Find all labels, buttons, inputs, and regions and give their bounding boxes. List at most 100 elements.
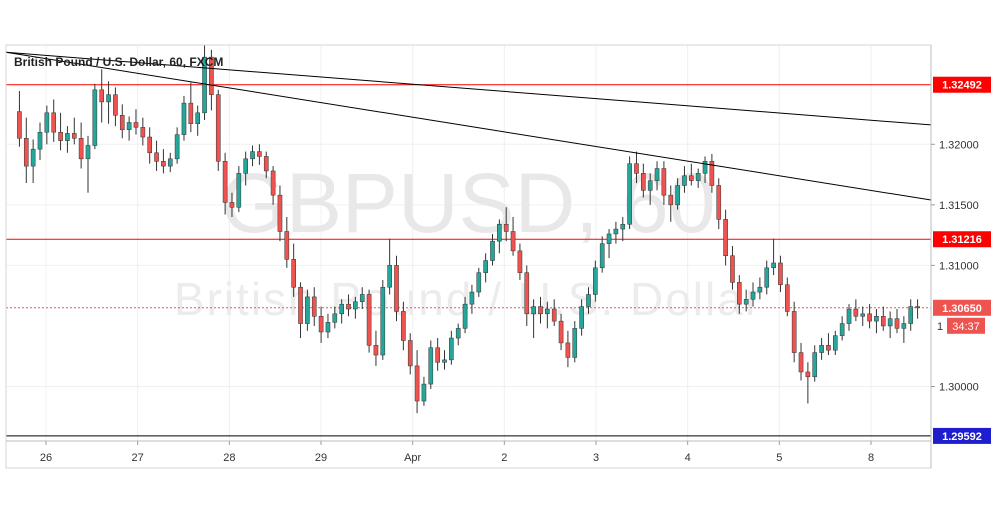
candle-body xyxy=(668,194,674,206)
candle-body xyxy=(106,94,111,103)
watermark-name: British Pound / U.S. Dollar xyxy=(174,273,762,325)
candle-body xyxy=(531,306,536,315)
candle-body xyxy=(387,265,392,288)
candle-body xyxy=(366,294,372,346)
candle-body xyxy=(51,112,57,133)
candle-body xyxy=(65,133,70,141)
candle-body xyxy=(853,308,859,317)
candle-body xyxy=(202,56,207,114)
candle-body xyxy=(44,112,50,133)
candle-body xyxy=(798,352,804,373)
candle-body xyxy=(229,202,235,208)
candle-body xyxy=(510,231,516,252)
chart-title: British Pound / U.S. Dollar, 60, FXCM xyxy=(14,55,223,69)
candle-body xyxy=(675,185,680,206)
y-tick-label: 1.32000 xyxy=(939,139,979,151)
candle-body xyxy=(167,158,173,167)
candle-body xyxy=(277,194,283,232)
horizontal-levels xyxy=(6,84,931,437)
candle-body xyxy=(730,255,735,283)
candle-body xyxy=(634,163,639,174)
candle-body xyxy=(469,291,475,305)
candle-body xyxy=(99,89,105,103)
candle-body xyxy=(805,371,811,378)
candle-body xyxy=(428,347,434,385)
candle-body xyxy=(154,152,159,162)
candle-body xyxy=(421,383,427,402)
candle-body xyxy=(380,286,386,356)
candle-body xyxy=(305,296,310,324)
x-tick-label: 5 xyxy=(776,452,782,464)
candle-body xyxy=(71,133,77,139)
candle-body xyxy=(682,175,687,186)
candle-body xyxy=(620,223,626,230)
candle-body xyxy=(517,250,523,273)
candle-body xyxy=(558,320,564,344)
level-label: 1.32492 xyxy=(942,80,982,92)
x-tick-label: 8 xyxy=(868,452,874,464)
candle-body xyxy=(17,111,22,139)
level-label: 1.29592 xyxy=(942,431,982,443)
watermark-symbol: GBPUSD, 60 xyxy=(221,156,716,250)
candle-body xyxy=(647,180,653,191)
candle-body xyxy=(325,322,331,333)
candle-body xyxy=(339,303,344,315)
candle-body xyxy=(791,311,797,353)
candle-body xyxy=(298,286,303,324)
candle-body xyxy=(284,231,290,260)
x-tick-label: Apr xyxy=(404,452,421,464)
candle-body xyxy=(373,345,379,356)
candle-body xyxy=(716,185,722,220)
candle-body xyxy=(757,286,763,293)
x-tick-label: 27 xyxy=(132,452,144,464)
candle-body xyxy=(894,318,900,329)
candle-body xyxy=(901,323,907,329)
candle-body xyxy=(243,158,248,174)
candle-body xyxy=(538,306,543,315)
candle-body xyxy=(593,267,598,295)
level-label: 1.31216 xyxy=(942,234,982,246)
candle-body xyxy=(449,337,454,361)
candle-body xyxy=(497,223,502,242)
candle-body xyxy=(641,173,646,191)
trendline xyxy=(5,51,932,126)
countdown-label: 34:37 xyxy=(952,321,980,333)
candle-body xyxy=(394,265,399,312)
candle-body xyxy=(743,299,749,305)
candle-body xyxy=(490,240,495,261)
level-label-bg xyxy=(933,427,991,444)
candle-body xyxy=(689,175,694,181)
candle-body xyxy=(702,161,708,174)
candle-body xyxy=(58,131,63,141)
candle-body xyxy=(627,163,632,225)
candle-body xyxy=(654,168,660,181)
y-tick-label: 1.31000 xyxy=(939,260,979,272)
current-price-label-bg xyxy=(933,299,991,316)
candle-body xyxy=(661,168,667,196)
candle-body xyxy=(764,267,770,288)
candle-body xyxy=(414,365,420,402)
candle-body xyxy=(209,56,214,95)
candle-body xyxy=(832,335,838,351)
candle-body xyxy=(222,161,228,203)
candle-body xyxy=(826,345,831,351)
candle-body xyxy=(695,173,701,181)
x-tick-label: 4 xyxy=(685,452,691,464)
candle-body xyxy=(579,306,584,329)
candle-body xyxy=(195,112,200,124)
candle-body xyxy=(586,294,591,307)
candle-body xyxy=(133,122,139,128)
truncated-axis-label: 1 xyxy=(937,321,943,333)
candle-body xyxy=(353,301,358,310)
candle-body xyxy=(291,259,296,288)
x-tick-label: 29 xyxy=(315,452,327,464)
candle-body xyxy=(915,306,920,309)
candle-body xyxy=(30,148,36,167)
candle-body xyxy=(551,308,557,322)
x-tick-label: 28 xyxy=(223,452,235,464)
candle-body xyxy=(126,122,132,131)
candle-body xyxy=(346,303,351,310)
trendlines xyxy=(5,51,932,201)
candle-body xyxy=(250,151,255,160)
